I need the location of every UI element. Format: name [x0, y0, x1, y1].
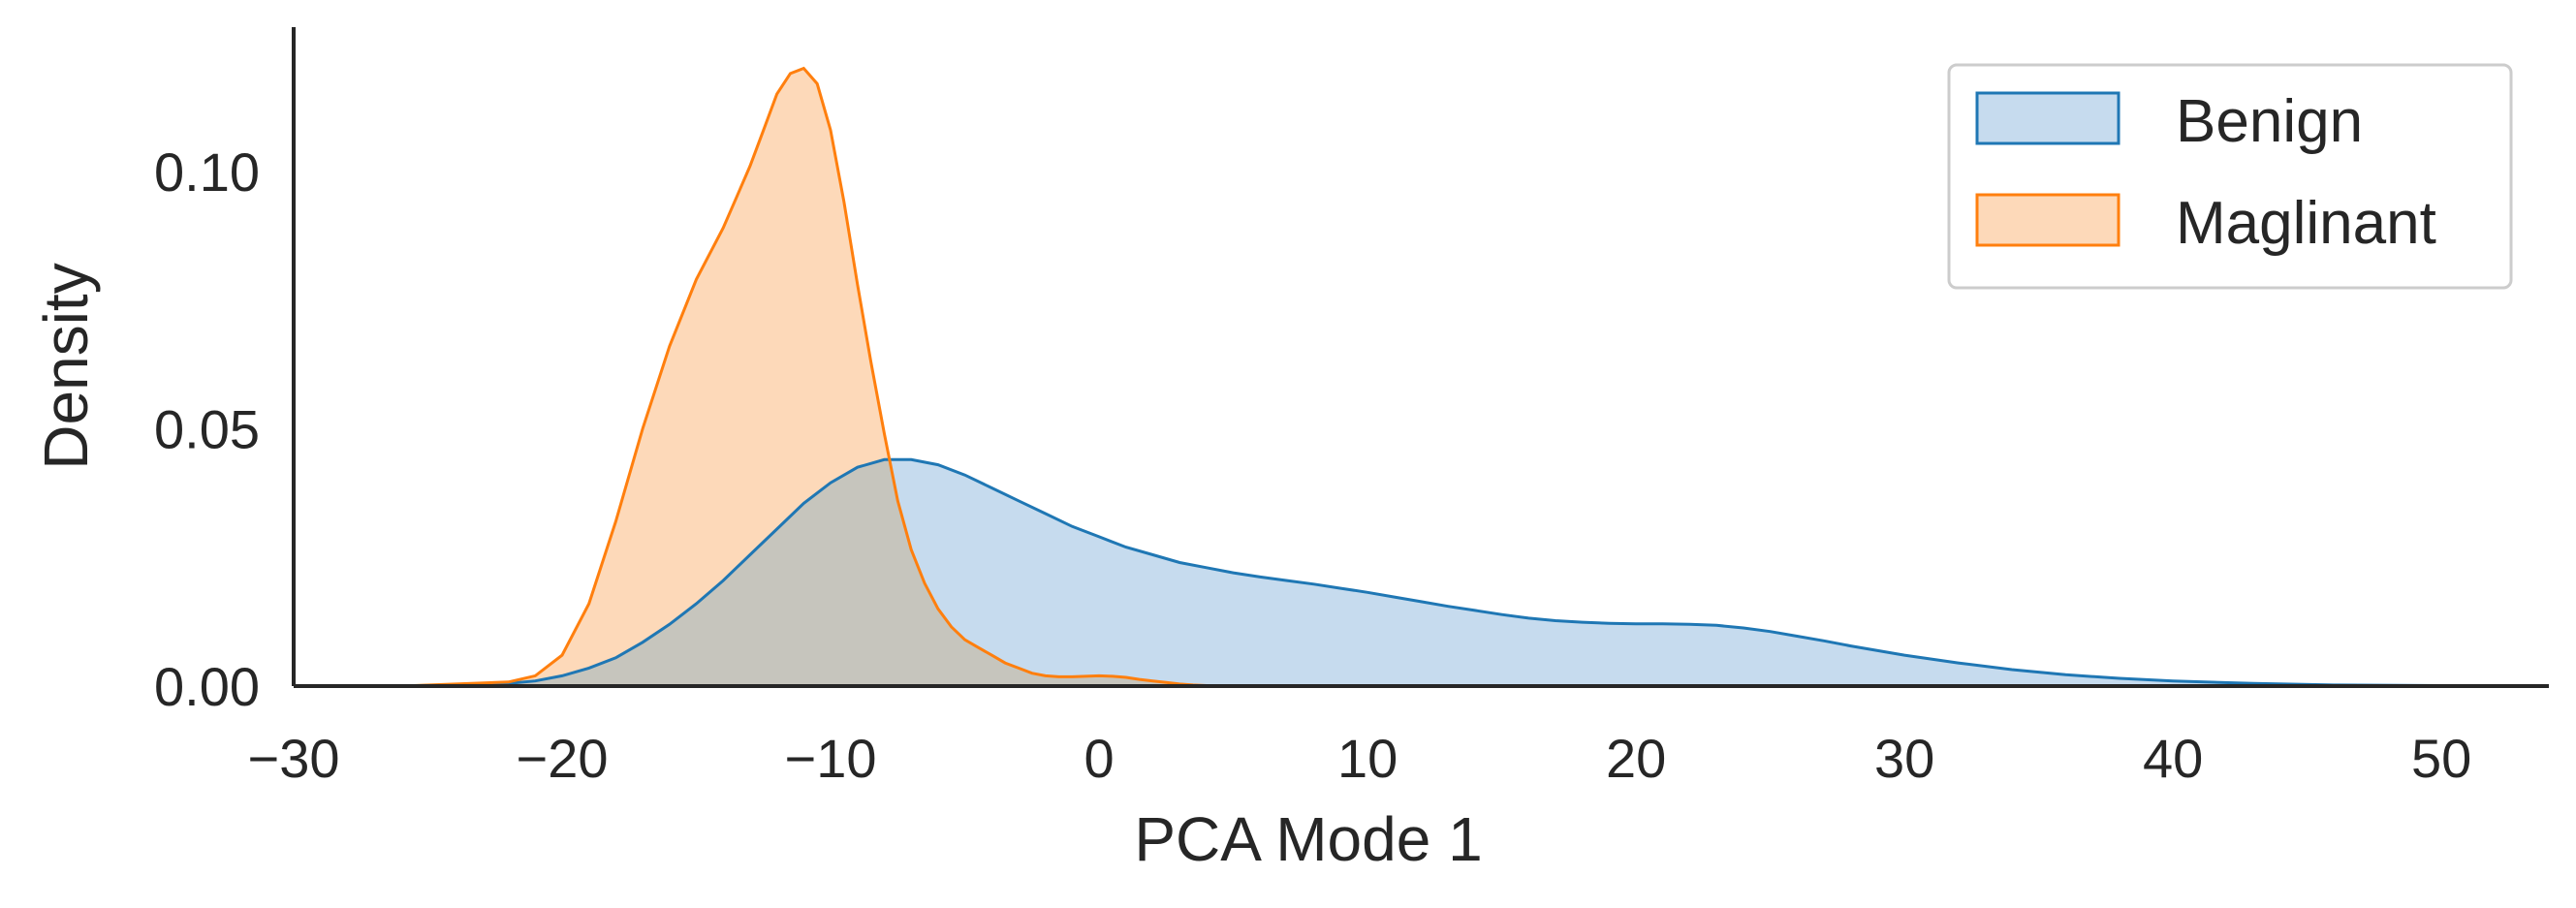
x-tick-label: −10 — [785, 728, 877, 789]
y-axis-title: Density — [31, 263, 101, 469]
legend-label-maglinant: Maglinant — [2176, 190, 2436, 257]
y-tick-label: 0.00 — [154, 656, 260, 717]
legend-swatch-maglinant — [1975, 193, 2120, 247]
x-tick-label: 0 — [1084, 728, 1114, 789]
benign-density-line — [400, 457, 2550, 688]
legend-label-benign: Benign — [2176, 88, 2363, 155]
x-tick-label: 40 — [2143, 728, 2203, 789]
maglinant-density-fill — [400, 68, 1234, 686]
x-tick-label: −30 — [248, 728, 340, 789]
y-tick-label: 0.10 — [154, 141, 260, 203]
y-tick-label: 0.05 — [154, 398, 260, 459]
maglinant-density-line — [400, 66, 1234, 688]
x-tick-label: −20 — [517, 728, 609, 789]
x-tick-label: 30 — [1874, 728, 1934, 789]
legend: Benign Maglinant — [1947, 63, 2513, 290]
x-axis-title: PCA Mode 1 — [1134, 804, 1482, 874]
x-tick-label: 20 — [1606, 728, 1666, 789]
x-tick-label: 10 — [1337, 728, 1398, 789]
x-tick-label: 50 — [2411, 728, 2471, 789]
plot-area — [400, 66, 2550, 688]
y-tick-labels: 0.00 0.05 0.10 — [154, 141, 260, 717]
x-tick-labels: −30 −20 −10 0 10 20 30 40 50 — [248, 728, 2472, 789]
legend-swatch-benign — [1975, 91, 2120, 145]
